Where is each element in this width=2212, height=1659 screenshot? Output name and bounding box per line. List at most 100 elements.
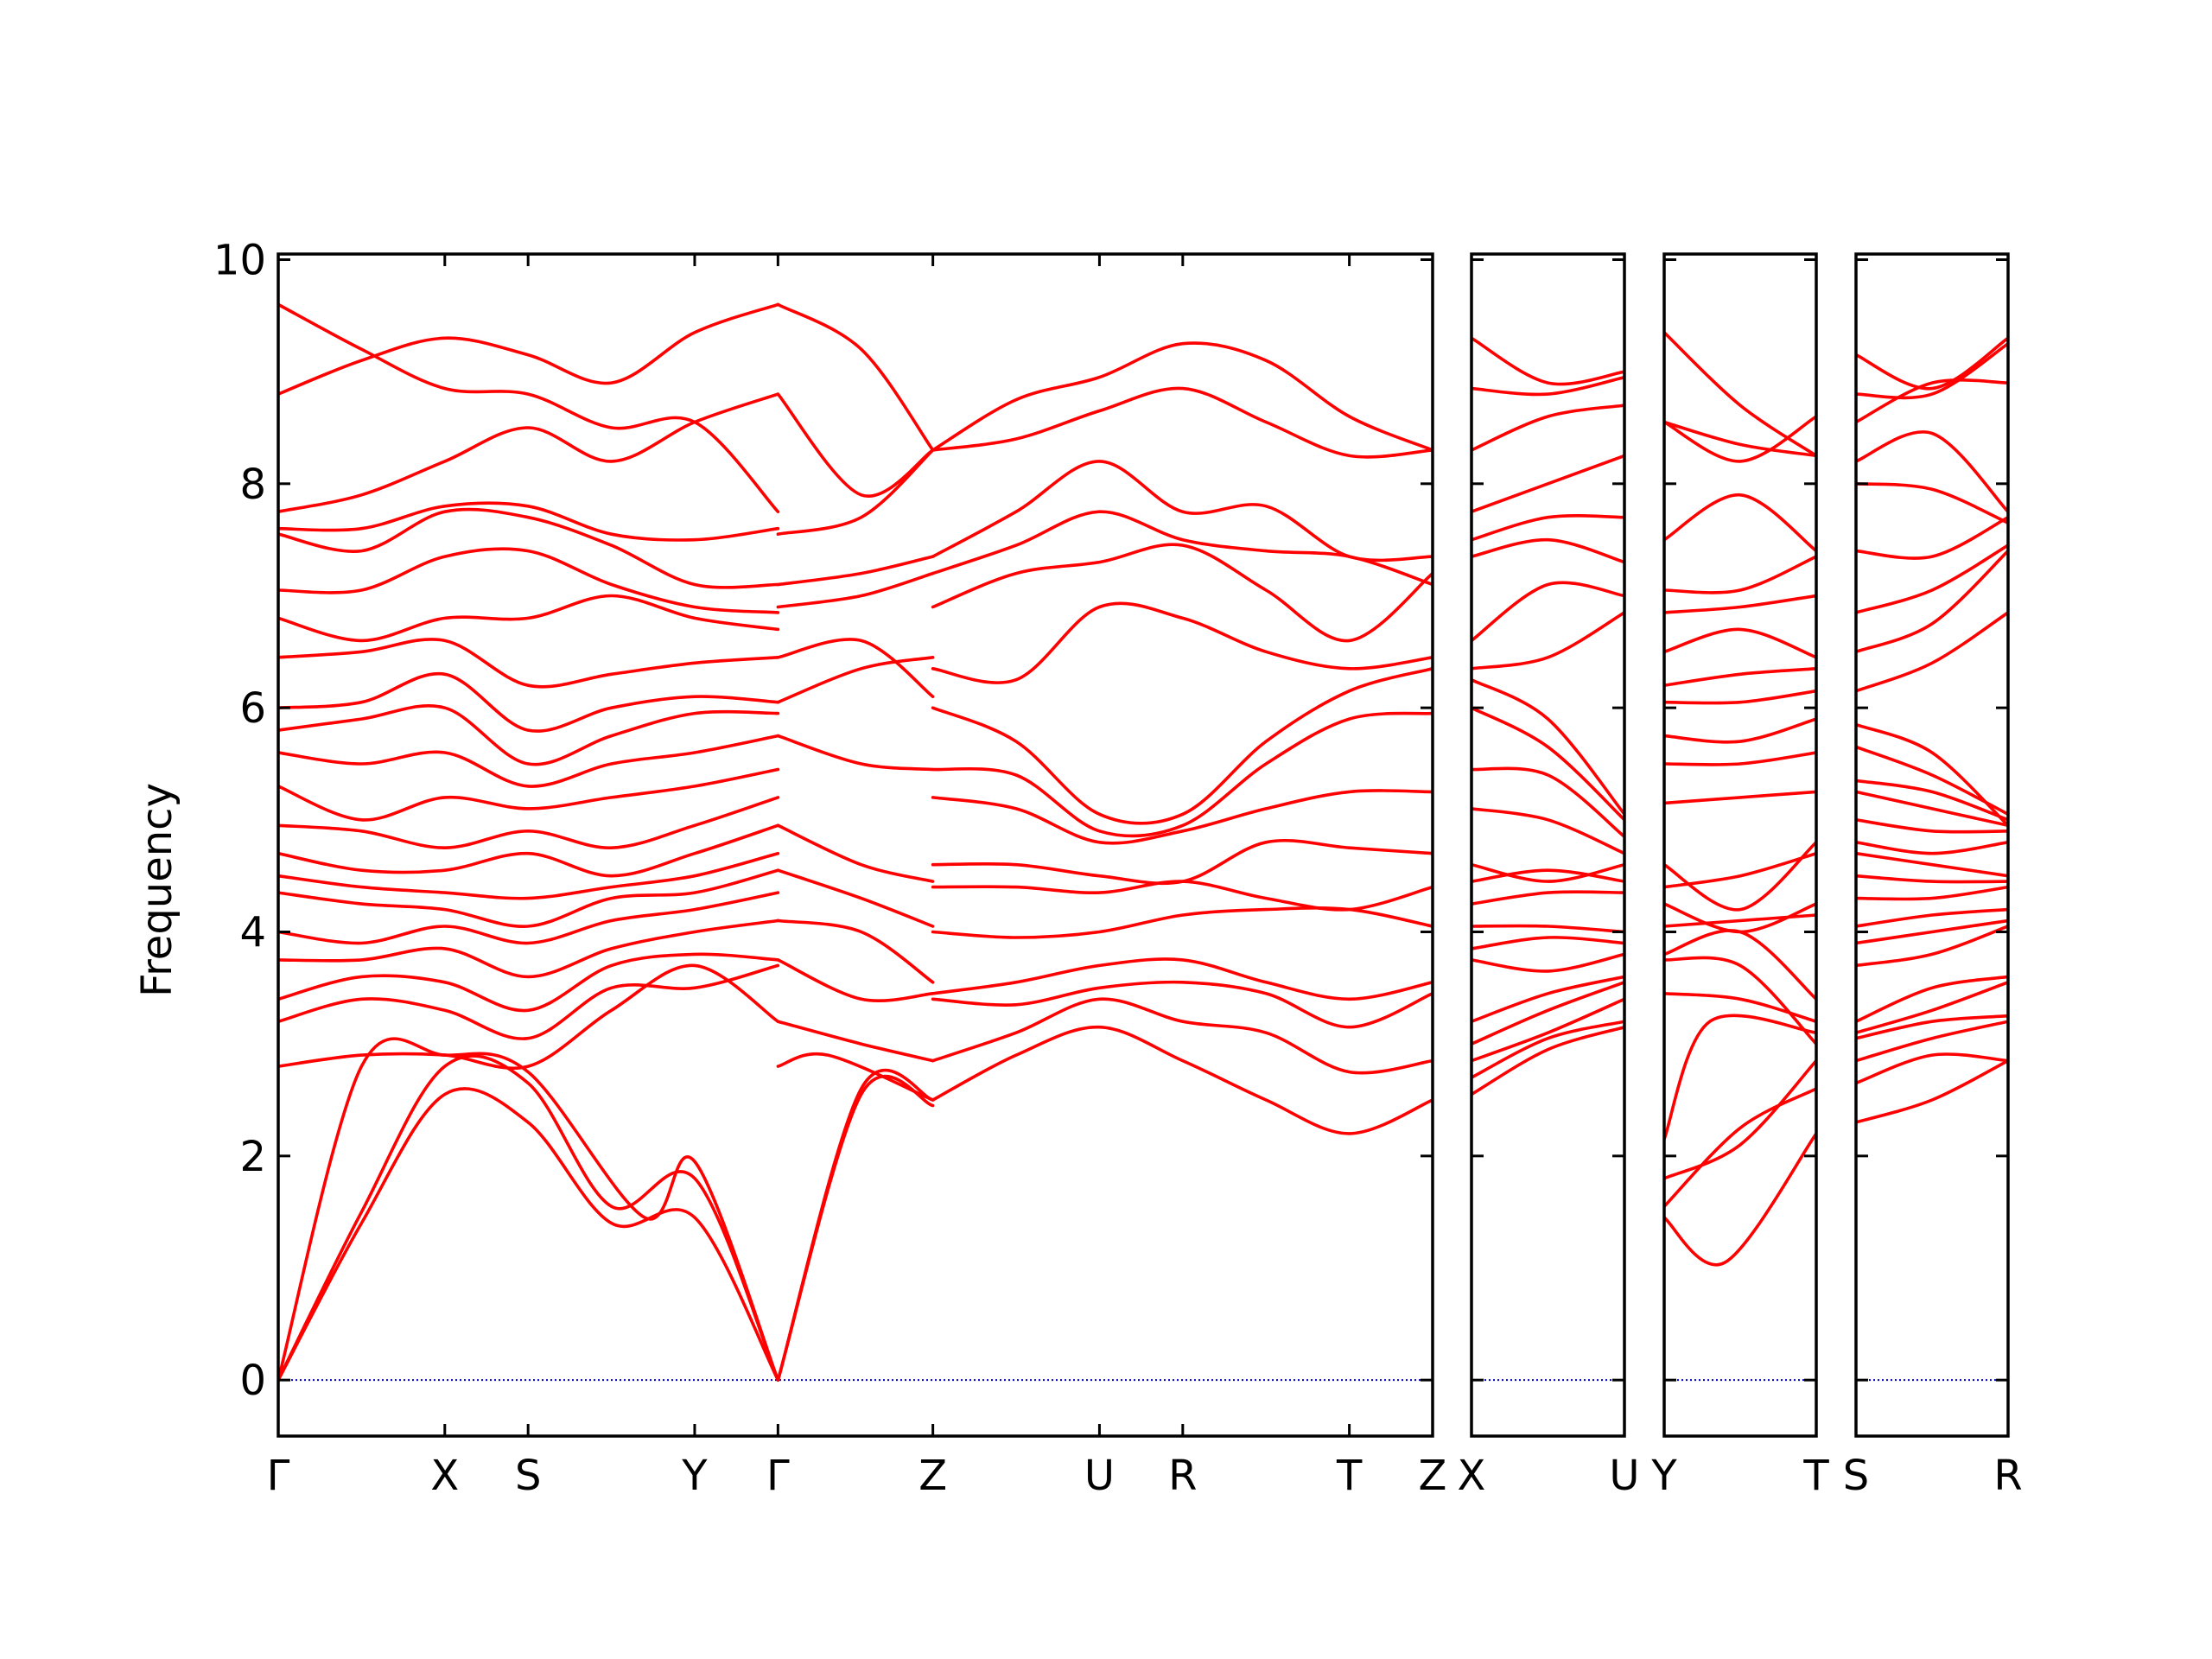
band-line-8 [1471,924,1624,934]
band-line-51 [931,601,1433,684]
band-line-2 [1856,1052,2008,1085]
band-line-32 [776,823,935,883]
panel-1: 0 2 4 6 8 10 Γ X S Y Γ Z U R T Z [213,236,1447,1500]
band-line-9 [1664,902,1816,934]
band-line-21 [278,594,780,643]
band-line-13 [1664,751,1816,766]
band-line-20 [278,638,780,689]
panel-frame [276,252,1434,1438]
band-line-36 [776,571,935,609]
y-tick-label: 0 [239,1357,266,1405]
band-line-11 [1664,841,1816,912]
x-tick-label: T [1336,1452,1363,1500]
band-line-11 [278,891,780,945]
band-line-22 [1471,375,1624,397]
band-line-25 [1856,378,2008,424]
band-line-5 [1664,992,1816,1023]
band-line-2 [1471,1020,1624,1079]
band-line-13 [1471,766,1624,839]
band-line-43 [931,980,1433,1029]
band-line-4 [1471,981,1624,1046]
band-line-1 [1664,1132,1816,1267]
band-line-22 [278,547,780,614]
band-line-18 [1471,537,1624,564]
x-tick-label: X [1458,1452,1486,1500]
band-line-5 [1471,975,1624,1023]
band-line-3 [1471,997,1624,1063]
band-line-35 [776,638,935,698]
band-line-16 [1471,611,1624,671]
y-tick-label: 6 [239,684,266,733]
y-tick-label: 10 [213,236,266,284]
band-line-39 [776,392,935,499]
band-line-23 [1856,482,2008,524]
band-line-5 [1856,981,2008,1034]
band-line-46 [931,880,1433,912]
band-line-23 [1664,331,1816,458]
band-line-12 [278,868,780,928]
panel-frame [1662,252,1818,1438]
band-line-3 [1856,1020,2008,1063]
band-line-7 [1856,925,2008,968]
band-line-44 [931,957,1433,1001]
y-axis-label: Frequency [133,783,181,997]
band-line-15 [1664,689,1816,705]
band-line-6 [1664,956,1816,1046]
y-tick-label: 2 [239,1133,266,1181]
bands [1856,336,2008,1124]
x-tick-label: Y [681,1452,708,1500]
x-tick-label: R [1993,1452,2022,1500]
band-line-13 [278,851,780,900]
band-line-27 [278,302,780,513]
band-line-4 [1856,1014,2008,1040]
band-line-48 [931,789,1433,845]
band-line-55 [931,386,1433,459]
band-line-16 [1856,779,2008,822]
band-line-5 [776,1074,935,1382]
x-tick-label: S [1843,1452,1869,1500]
band-line-29 [776,958,935,1003]
band-line-15 [278,796,780,850]
band-line-1 [278,1087,780,1382]
band-line-3 [1664,1058,1816,1180]
band-line-40 [776,302,935,452]
panel-frame [1854,252,2010,1438]
band-line-15 [1856,790,2008,828]
band-line-52 [931,543,1433,643]
band-line-22 [1856,515,2008,560]
band-line-27 [1856,336,2008,391]
band-line-9 [1471,890,1624,906]
band-line-4 [1664,1014,1816,1141]
x-tick-label: R [1168,1452,1197,1500]
band-line-37 [776,555,935,587]
band-line-8 [1856,918,2008,945]
band-line-17 [278,734,780,788]
band-line-49 [931,711,1433,838]
band-line-8 [278,963,780,1040]
band-line-19 [1856,611,2008,693]
band-line-7 [1471,936,1624,950]
band-line-16 [278,767,780,822]
x-tick-label: U [1609,1452,1639,1500]
x-tick-label: Γ [267,1452,290,1500]
band-line-18 [278,703,780,766]
band-line-16 [1664,667,1816,687]
band-line-26 [278,302,780,396]
band-line-10 [1856,885,2008,901]
band-line-11 [1471,862,1624,883]
band-line-47 [931,838,1433,886]
band-line-8 [1664,913,1816,928]
band-line-6 [776,1052,935,1102]
band-line-13 [1856,841,2008,855]
band-line-19 [1471,514,1624,542]
x-tick-label: Z [918,1452,947,1500]
band-line-4 [776,1068,935,1382]
band-line-42 [931,997,1433,1075]
band-line-7 [278,963,780,1071]
band-line-2 [1664,1087,1816,1208]
band-line-14 [1471,706,1624,822]
x-tick-label: S [515,1452,541,1500]
